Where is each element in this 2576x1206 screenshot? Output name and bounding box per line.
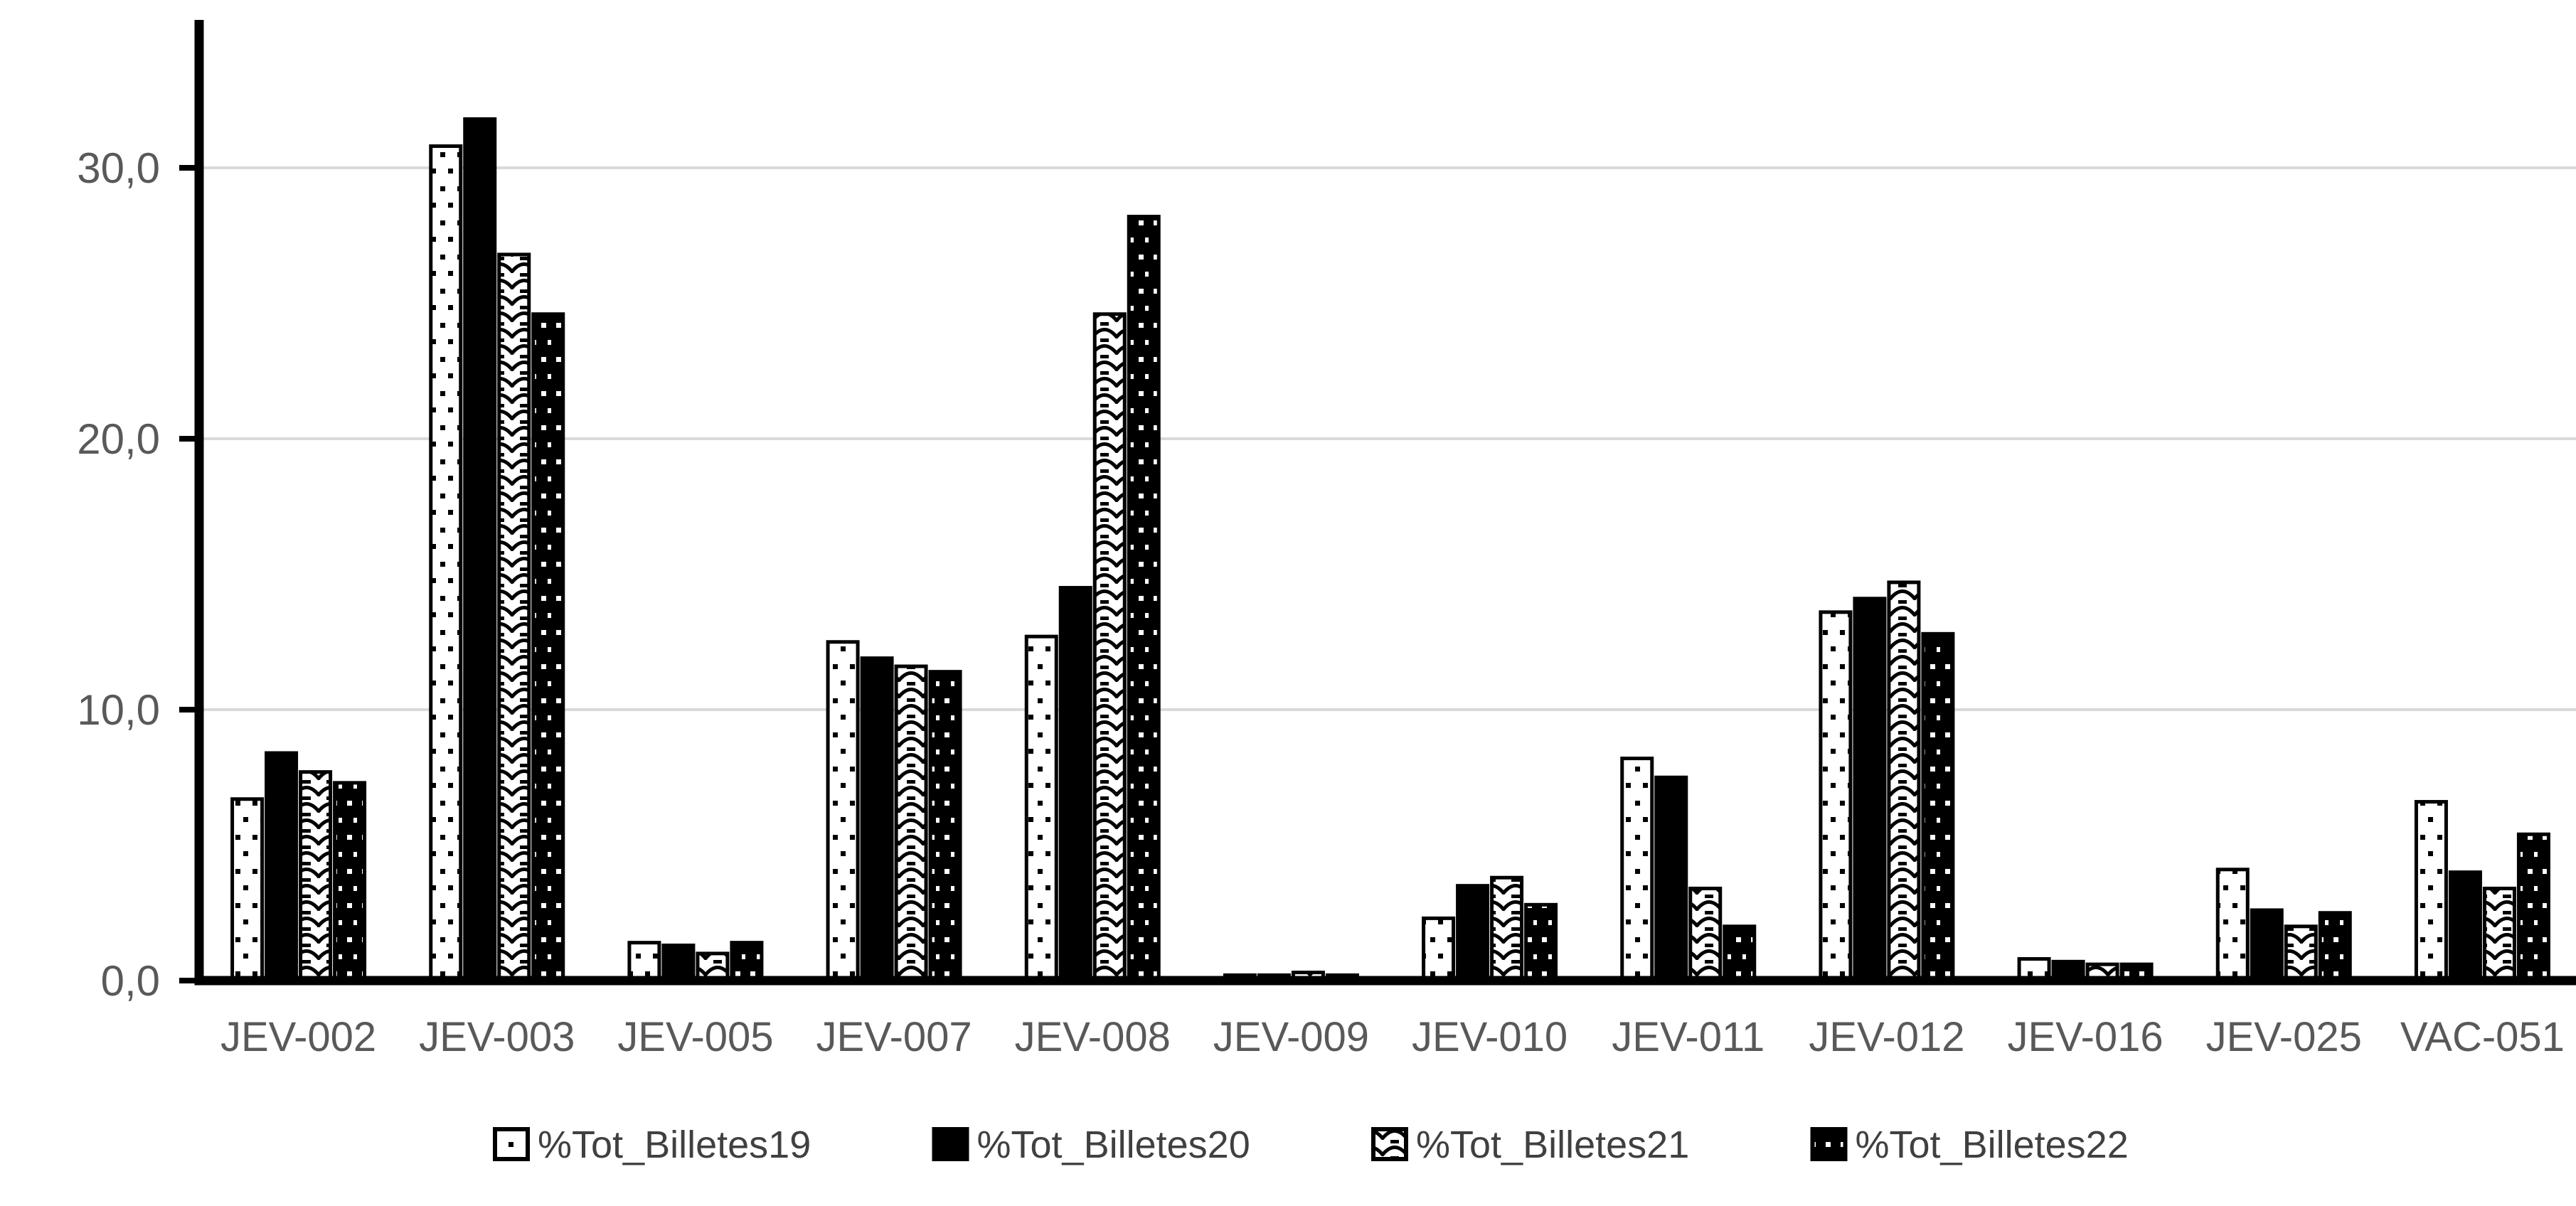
legend-swatch-solid-black [932, 1127, 969, 1161]
bar-%Tot_Billetes19-JEV-011 [1620, 757, 1654, 983]
legend-item-%Tot_Billetes20: %Tot_Billetes20 [932, 1124, 1250, 1166]
legend-item-%Tot_Billetes19: %Tot_Billetes19 [493, 1124, 811, 1166]
bar-%Tot_Billetes21-JEV-008 [1092, 312, 1127, 983]
category-label-JEV-025: JEV-025 [2206, 1014, 2362, 1060]
bar-%Tot_Billetes21-JEV-011 [1688, 886, 1723, 983]
bar-%Tot_Billetes20-JEV-002 [265, 751, 299, 983]
bar-%Tot_Billetes22-JEV-010 [1524, 902, 1558, 983]
legend-label: %Tot_Billetes21 [1416, 1124, 1689, 1166]
axes [179, 20, 2576, 986]
category-label-JEV-011: JEV-011 [1612, 1014, 1765, 1060]
legend-label: %Tot_Billetes19 [538, 1124, 811, 1166]
bar-%Tot_Billetes21-VAC-051 [2482, 886, 2516, 983]
bar-%Tot_Billetes21-JEV-012 [1887, 580, 1921, 983]
legend-swatch-black-white-dots [1810, 1127, 1848, 1161]
y-tick-label-0: 0,0 [101, 957, 160, 1005]
legend: %Tot_Billetes19 %Tot_Billetes20 %Tot_Bille… [493, 1124, 2129, 1166]
legend-label: %Tot_Billetes22 [1856, 1124, 2129, 1166]
bar-%Tot_Billetes19-JEV-008 [1024, 634, 1058, 983]
bar-%Tot_Billetes21-JEV-002 [299, 770, 333, 983]
category-label-JEV-016: JEV-016 [2007, 1014, 2163, 1060]
bar-%Tot_Billetes19-JEV-002 [230, 797, 265, 983]
legend-swatch-white-sparse-black-dots [493, 1127, 530, 1161]
legend-item-%Tot_Billetes22: %Tot_Billetes22 [1810, 1124, 2129, 1166]
bar-%Tot_Billetes20-JEV-025 [2250, 908, 2284, 983]
bar-%Tot_Billetes19-JEV-025 [2215, 868, 2250, 983]
bar-%Tot_Billetes20-VAC-051 [2448, 870, 2482, 983]
bar-%Tot_Billetes19-JEV-010 [1422, 916, 1456, 983]
category-label-JEV-007: JEV-007 [816, 1014, 972, 1060]
bar-%Tot_Billetes21-JEV-025 [2284, 924, 2318, 983]
bar-%Tot_Billetes21-JEV-003 [497, 252, 531, 983]
bar-%Tot_Billetes22-JEV-011 [1723, 924, 1757, 983]
y-tick-label-30: 30,0 [77, 144, 160, 192]
bar-%Tot_Billetes22-VAC-051 [2516, 832, 2550, 983]
bar-%Tot_Billetes19-JEV-005 [627, 941, 661, 983]
category-labels: JEV-002 JEV-003 JEV-005 JEV-007 JEV-008 JEV-0… [220, 1014, 2565, 1060]
bar-%Tot_Billetes19-JEV-012 [1819, 610, 1853, 983]
category-label-VAC-051: VAC-051 [2400, 1014, 2565, 1060]
bar-%Tot_Billetes20-JEV-012 [1853, 597, 1887, 983]
bar-%Tot_Billetes22-JEV-012 [1921, 631, 1955, 983]
category-label-JEV-005: JEV-005 [617, 1014, 773, 1060]
category-label-JEV-002: JEV-002 [220, 1014, 376, 1060]
legend-item-%Tot_Billetes21: %Tot_Billetes21 [1371, 1124, 1689, 1166]
bar-%Tot_Billetes22-JEV-005 [730, 941, 764, 983]
bar-%Tot_Billetes20-JEV-007 [860, 656, 894, 983]
category-label-JEV-009: JEV-009 [1213, 1014, 1369, 1060]
bar-%Tot_Billetes22-JEV-025 [2318, 911, 2352, 983]
y-tick-label-20: 20,0 [77, 415, 160, 463]
bar-%Tot_Billetes22-JEV-003 [531, 312, 565, 983]
bar-%Tot_Billetes22-JEV-008 [1127, 215, 1161, 983]
bar-%Tot_Billetes20-JEV-003 [463, 117, 497, 983]
bar-%Tot_Billetes19-VAC-051 [2414, 800, 2448, 983]
bar-%Tot_Billetes21-JEV-010 [1490, 875, 1524, 983]
legend-label: %Tot_Billetes20 [977, 1124, 1250, 1166]
bar-%Tot_Billetes21-JEV-007 [894, 664, 928, 983]
bar-%Tot_Billetes20-JEV-010 [1456, 884, 1490, 983]
category-label-JEV-003: JEV-003 [419, 1014, 575, 1060]
bar-chart-figure: 0,0 10,0 20,0 30,0 JEV-002 JEV-003 JEV-005 JEV-… [28, 11, 2576, 1206]
bar-%Tot_Billetes22-JEV-007 [928, 670, 962, 983]
category-label-JEV-010: JEV-010 [1412, 1014, 1568, 1060]
bar-series-group [230, 117, 2550, 983]
bar-%Tot_Billetes19-JEV-007 [826, 640, 860, 983]
gridlines [199, 166, 2576, 711]
category-label-JEV-008: JEV-008 [1015, 1014, 1171, 1060]
y-tick-label-10: 10,0 [77, 686, 160, 734]
y-tick-labels: 0,0 10,0 20,0 30,0 [77, 144, 160, 1005]
bar-%Tot_Billetes19-JEV-003 [429, 144, 463, 983]
bar-%Tot_Billetes20-JEV-008 [1058, 586, 1092, 983]
bar-%Tot_Billetes20-JEV-011 [1654, 775, 1688, 983]
category-label-JEV-012: JEV-012 [1809, 1014, 1964, 1060]
bar-%Tot_Billetes20-JEV-005 [661, 943, 696, 983]
bar-%Tot_Billetes22-JEV-002 [333, 781, 367, 983]
legend-swatch-white-scale-hatch [1371, 1127, 1408, 1161]
